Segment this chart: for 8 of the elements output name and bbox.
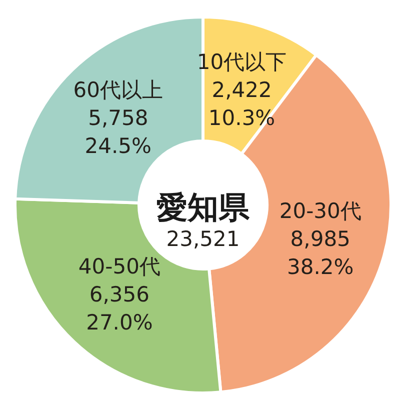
slice-label: 60代以上 [73, 78, 164, 102]
slice-label: 20-30代 [279, 198, 362, 223]
data-label: 8,985 38.2% [287, 226, 354, 279]
text: 愛知県 [156, 190, 250, 226]
text: 23,521 [166, 227, 240, 251]
data-label: 5,758 24.5% [84, 106, 152, 158]
slice-label: 40-50代 [78, 254, 160, 278]
data-label: 6,356 27.0% [86, 282, 153, 334]
